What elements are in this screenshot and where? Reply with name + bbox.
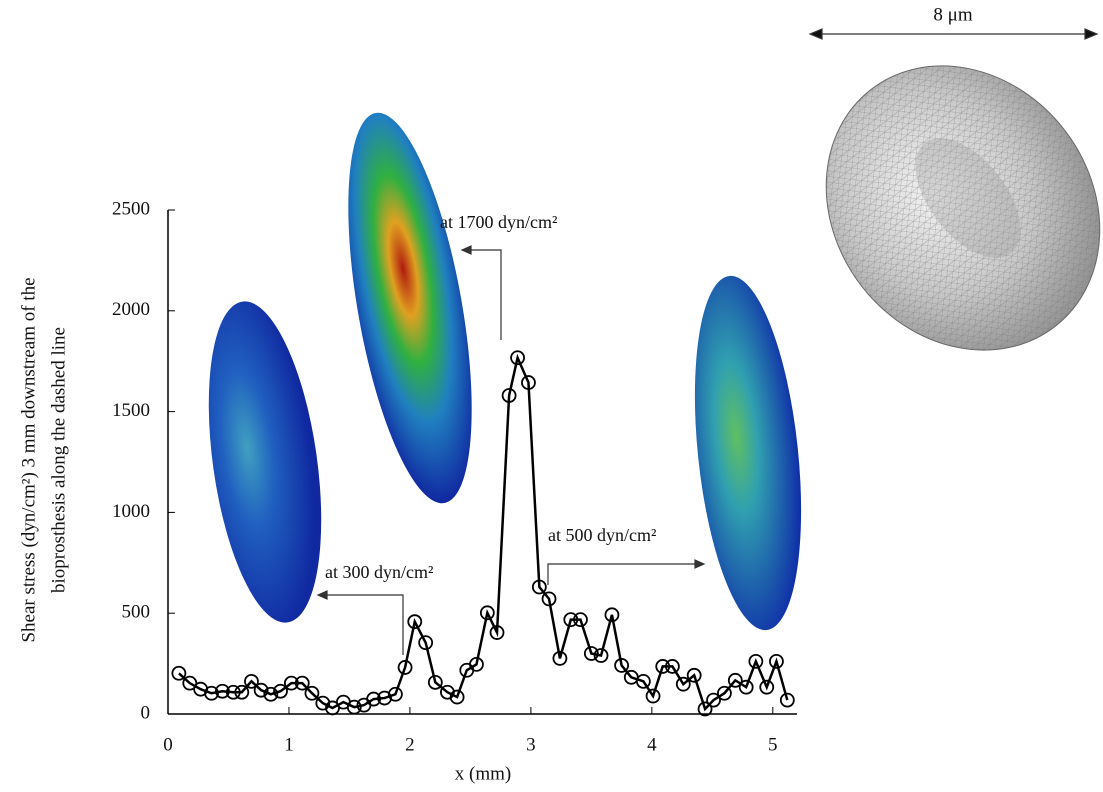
y-tick-label: 2000 [112, 299, 150, 320]
chart: at 1700 dyn/cm² at 300 dyn/cm² at 500 dy… [0, 0, 1103, 792]
x-tick-label: 5 [768, 734, 778, 755]
x-axis-label: x (mm) [455, 763, 511, 784]
y-axis-label: Shear stress (dyn/cm²) 3 mm downstream o… [18, 277, 39, 642]
x-tick-label: 4 [647, 734, 657, 755]
annotation: at 500 dyn/cm² [548, 525, 656, 545]
y-tick-label: 2500 [112, 198, 150, 219]
y-tick-label: 1000 [112, 501, 150, 522]
scale-label: 8 μm [933, 4, 972, 25]
y-tick-label: 500 [122, 602, 151, 623]
x-tick-label: 0 [163, 734, 173, 755]
x-tick-label: 2 [405, 734, 415, 755]
y-axis-label: bioprosthesis along the dashed line [48, 327, 69, 593]
y-tick-label: 1500 [112, 400, 150, 421]
x-tick-label: 1 [284, 734, 294, 755]
y-tick-label: 0 [141, 702, 151, 723]
annotation: at 1700 dyn/cm² [440, 212, 557, 232]
annotation: at 300 dyn/cm² [325, 562, 433, 582]
x-tick-label: 3 [526, 734, 536, 755]
